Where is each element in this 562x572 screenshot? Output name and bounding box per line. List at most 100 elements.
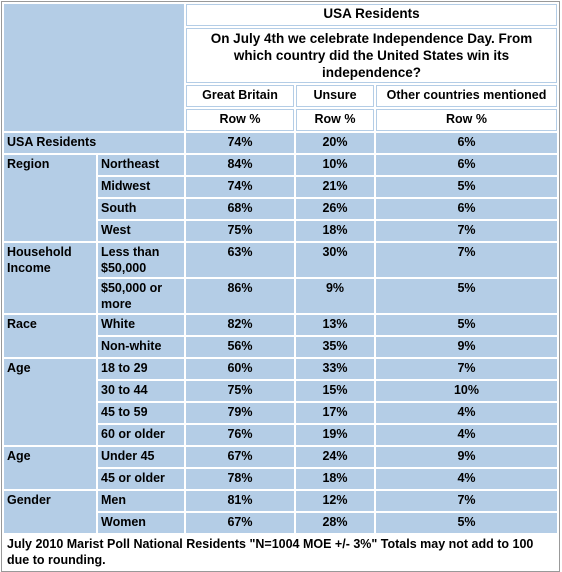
cell-value: 24%	[296, 447, 374, 467]
corner-cell	[4, 4, 184, 131]
unit-row: Row % Row % Row %	[4, 109, 557, 131]
footer-row: July 2010 Marist Poll National Residents…	[4, 535, 557, 569]
data-row: 45 or older 78% 18% 4%	[4, 469, 557, 489]
group-label: Region	[4, 155, 96, 241]
cell-value: 63%	[186, 243, 294, 277]
cell-value: 13%	[296, 315, 374, 335]
unit-header: Row %	[376, 109, 557, 131]
data-row: 60 or older 76% 19% 4%	[4, 425, 557, 445]
group-label: Age	[4, 359, 96, 445]
unit-header: Row %	[296, 109, 374, 131]
column-header: Unsure	[296, 85, 374, 107]
cell-value: 6%	[376, 155, 557, 175]
cell-value: 20%	[296, 133, 374, 153]
row-label: $50,000 or more	[98, 279, 184, 313]
data-row: Household Income Less than $50,000 63% 30% 7…	[4, 243, 557, 313]
row-label: 45 or older	[98, 469, 184, 489]
cell-value: 74%	[186, 133, 294, 153]
cell-value: 12%	[296, 491, 374, 511]
cell-value: 18%	[296, 221, 374, 241]
unit-header: Row %	[186, 109, 294, 131]
cell-value: 6%	[376, 199, 557, 219]
data-row: Race White 82% 13% 5%	[4, 315, 557, 357]
cell-value: 75%	[186, 221, 294, 241]
cell-value: 5%	[376, 177, 557, 197]
cell-value: 68%	[186, 199, 294, 219]
column-header: Great Britain	[186, 85, 294, 107]
cell-value: 7%	[376, 221, 557, 241]
cell-value: 9%	[296, 279, 374, 313]
cell-value: 35%	[296, 337, 374, 357]
cell-value: 9%	[376, 447, 557, 467]
cell-value: 15%	[296, 381, 374, 401]
cell-value: 7%	[376, 491, 557, 511]
cell-value: 9%	[376, 337, 557, 357]
row-label: USA Residents	[4, 133, 184, 153]
cell-value: 28%	[296, 513, 374, 533]
data-row: 45 to 59 79% 17% 4%	[4, 403, 557, 423]
row-label: Under 45	[98, 447, 184, 467]
cell-value: 5%	[376, 279, 557, 313]
row-label: West	[98, 221, 184, 241]
cell-value: 17%	[296, 403, 374, 423]
cell-value: 4%	[376, 425, 557, 445]
total-row: USA Residents 74% 20% 6%	[4, 133, 557, 153]
row-label: 30 to 44	[98, 381, 184, 401]
data-row: Age Under 45 67% 24% 9%	[4, 447, 557, 489]
data-row: Region Northeast 84% 10% 6%	[4, 155, 557, 241]
cell-value: 75%	[186, 381, 294, 401]
row-label: Women	[98, 513, 184, 533]
cell-value: 81%	[186, 491, 294, 511]
footnote: July 2010 Marist Poll National Residents…	[4, 535, 557, 569]
cell-value: 5%	[376, 315, 557, 335]
column-header: Other countries mentioned	[376, 85, 557, 107]
cell-value: 86%	[186, 279, 294, 313]
data-row: Midwest 74% 21% 5%	[4, 177, 557, 197]
data-row: West 75% 18% 7%	[4, 221, 557, 241]
cell-value: 60%	[186, 359, 294, 379]
row-label: South	[98, 199, 184, 219]
question-row: On July 4th we celebrate Independence Da…	[4, 28, 557, 83]
row-label: Northeast	[98, 155, 184, 175]
data-row: Non-white 56% 35% 9%	[4, 337, 557, 357]
row-label: 18 to 29	[98, 359, 184, 379]
data-row: South 68% 26% 6%	[4, 199, 557, 219]
group-label: Household Income	[4, 243, 96, 313]
group-label: Gender	[4, 491, 96, 533]
row-label: Non-white	[98, 337, 184, 357]
data-row: Gender Men 81% 12% 7%	[4, 491, 557, 533]
cell-value: 4%	[376, 469, 557, 489]
data-row: Age 18 to 29 60% 33% 7%	[4, 359, 557, 445]
cell-value: 74%	[186, 177, 294, 197]
row-label: 45 to 59	[98, 403, 184, 423]
row-label: Less than $50,000	[98, 243, 184, 277]
cell-value: 10%	[376, 381, 557, 401]
cell-value: 4%	[376, 403, 557, 423]
row-label: White	[98, 315, 184, 335]
cell-value: 33%	[296, 359, 374, 379]
row-label: Midwest	[98, 177, 184, 197]
cell-value: 67%	[186, 447, 294, 467]
data-row: 30 to 44 75% 15% 10%	[4, 381, 557, 401]
cell-value: 82%	[186, 315, 294, 335]
cell-value: 26%	[296, 199, 374, 219]
cell-value: 67%	[186, 513, 294, 533]
cell-value: 30%	[296, 243, 374, 277]
cell-value: 78%	[186, 469, 294, 489]
cell-value: 7%	[376, 359, 557, 379]
table-title: USA Residents	[186, 4, 557, 26]
cell-value: 21%	[296, 177, 374, 197]
header-row: USA Residents	[4, 4, 557, 131]
row-label: Men	[98, 491, 184, 511]
cell-value: 18%	[296, 469, 374, 489]
question: On July 4th we celebrate Independence Da…	[186, 28, 557, 83]
group-label: Age	[4, 447, 96, 489]
column-row: Great Britain Unsure Other countries men…	[4, 85, 557, 107]
cell-value: 79%	[186, 403, 294, 423]
row-label: 60 or older	[98, 425, 184, 445]
cell-value: 5%	[376, 513, 557, 533]
data-row: Women 67% 28% 5%	[4, 513, 557, 533]
data-row: $50,000 or more 86% 9% 5%	[4, 279, 557, 313]
group-label: Race	[4, 315, 96, 357]
